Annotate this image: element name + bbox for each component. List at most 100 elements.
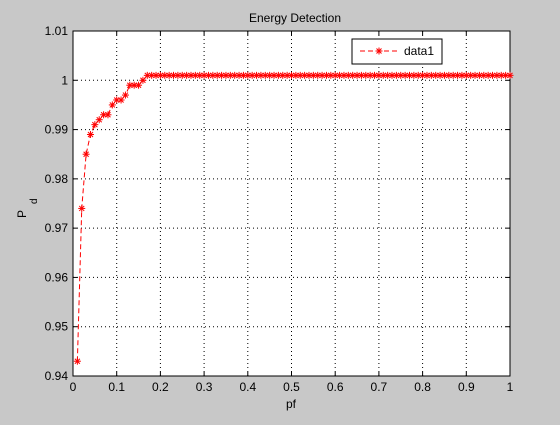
marker-stroke xyxy=(275,72,282,79)
data-point-marker xyxy=(331,71,339,79)
marker-stroke xyxy=(161,72,168,79)
marker-stroke xyxy=(472,72,478,79)
x-tick-label: 0.7 xyxy=(371,380,388,394)
x-axis-label: pf xyxy=(286,397,297,411)
data-point-marker xyxy=(357,71,365,79)
marker-stroke xyxy=(445,72,452,79)
data-point-marker xyxy=(322,71,330,79)
marker-stroke xyxy=(376,72,382,79)
marker-stroke xyxy=(389,72,395,79)
marker-stroke xyxy=(126,82,133,89)
x-tick-label: 1 xyxy=(507,380,514,394)
x-tick-label: 0.5 xyxy=(283,380,300,394)
data-point-marker xyxy=(239,71,247,79)
data-point-marker xyxy=(471,71,479,79)
data-point-marker xyxy=(200,71,208,79)
marker-stroke xyxy=(157,72,164,79)
axis-ticks: 0 0.1 0.2 0.3 0.4 0.5 0.6 0.7 0.8 0.9 1 0.94 0.95 0.9… xyxy=(45,24,514,394)
marker-stroke xyxy=(74,358,81,365)
marker-stroke xyxy=(166,72,172,79)
marker-stroke xyxy=(494,72,500,79)
marker-stroke xyxy=(279,72,286,79)
marker-stroke xyxy=(437,72,443,79)
marker-stroke xyxy=(83,151,89,158)
marker-stroke xyxy=(476,72,483,79)
marker-stroke xyxy=(454,72,461,79)
x-tick-label: 0.4 xyxy=(239,380,256,394)
data-point-marker xyxy=(204,71,212,79)
marker-stroke xyxy=(393,72,400,79)
marker-stroke xyxy=(450,72,457,79)
y-tick-label: 1.01 xyxy=(45,24,69,38)
marker-stroke xyxy=(354,72,360,79)
marker-stroke xyxy=(319,72,325,79)
marker-stroke xyxy=(341,72,347,79)
marker-stroke xyxy=(406,72,413,79)
x-tick-label: 0.8 xyxy=(414,380,431,394)
legend-label: data1 xyxy=(404,44,434,58)
y-tick-label: 0.95 xyxy=(45,320,69,334)
marker-stroke xyxy=(179,72,186,79)
data-point-marker xyxy=(95,116,103,124)
marker-stroke xyxy=(498,72,505,79)
marker-stroke xyxy=(262,72,269,79)
marker-stroke xyxy=(310,72,317,79)
marker-stroke xyxy=(380,72,387,79)
marker-stroke xyxy=(463,72,470,79)
data-point-marker xyxy=(288,71,295,79)
marker-stroke xyxy=(376,48,382,54)
marker-stroke xyxy=(196,72,203,79)
marker-stroke xyxy=(332,72,339,79)
y-tick-label: 0.99 xyxy=(45,123,69,137)
marker-stroke xyxy=(432,72,439,79)
marker-stroke xyxy=(223,72,229,79)
data-point-marker xyxy=(121,91,129,99)
data-point-marker xyxy=(161,71,169,79)
marker-stroke xyxy=(209,72,216,79)
data-point-marker xyxy=(458,71,466,79)
marker-stroke xyxy=(411,72,417,79)
y-tick-label: 0.96 xyxy=(45,270,69,284)
y-axis-label-subscript: d xyxy=(29,198,40,204)
marker-stroke xyxy=(415,72,422,79)
marker-stroke xyxy=(349,72,356,79)
marker-stroke xyxy=(306,72,312,79)
data-point-marker xyxy=(117,96,125,104)
marker-stroke xyxy=(301,72,308,79)
marker-stroke xyxy=(214,72,221,79)
marker-stroke xyxy=(140,77,146,84)
plot-frame xyxy=(72,30,511,377)
marker-stroke xyxy=(109,102,116,108)
data-point-marker xyxy=(414,71,422,79)
series-data1 xyxy=(73,71,514,365)
marker-stroke xyxy=(489,72,496,79)
marker-stroke xyxy=(100,111,107,118)
marker-stroke xyxy=(105,111,111,118)
marker-stroke xyxy=(336,72,343,79)
y-axis-label-main: P xyxy=(15,210,29,218)
data-point-marker xyxy=(388,71,396,79)
y-tick-label: 0.97 xyxy=(45,221,69,235)
marker-stroke xyxy=(362,72,369,79)
x-tick-label: 0.9 xyxy=(458,380,475,394)
data-point-marker xyxy=(379,71,387,79)
data-point-marker xyxy=(100,111,108,119)
marker-stroke xyxy=(314,72,321,79)
marker-stroke xyxy=(441,72,448,79)
marker-stroke xyxy=(244,72,251,79)
data-point-marker xyxy=(86,131,94,138)
data-point-marker xyxy=(375,71,383,79)
data-point-marker xyxy=(427,71,435,79)
x-tick-label: 0.3 xyxy=(196,380,213,394)
marker-stroke xyxy=(135,82,142,89)
marker-stroke xyxy=(258,72,264,79)
data-point-marker xyxy=(139,76,147,84)
data-point-marker xyxy=(432,71,440,79)
x-tick-label: 0.6 xyxy=(327,380,344,394)
marker-stroke xyxy=(384,72,391,79)
marker-stroke xyxy=(87,131,94,138)
legend[interactable]: data1 xyxy=(351,38,443,65)
data-point-marker xyxy=(375,47,383,55)
marker-stroke xyxy=(78,205,85,212)
